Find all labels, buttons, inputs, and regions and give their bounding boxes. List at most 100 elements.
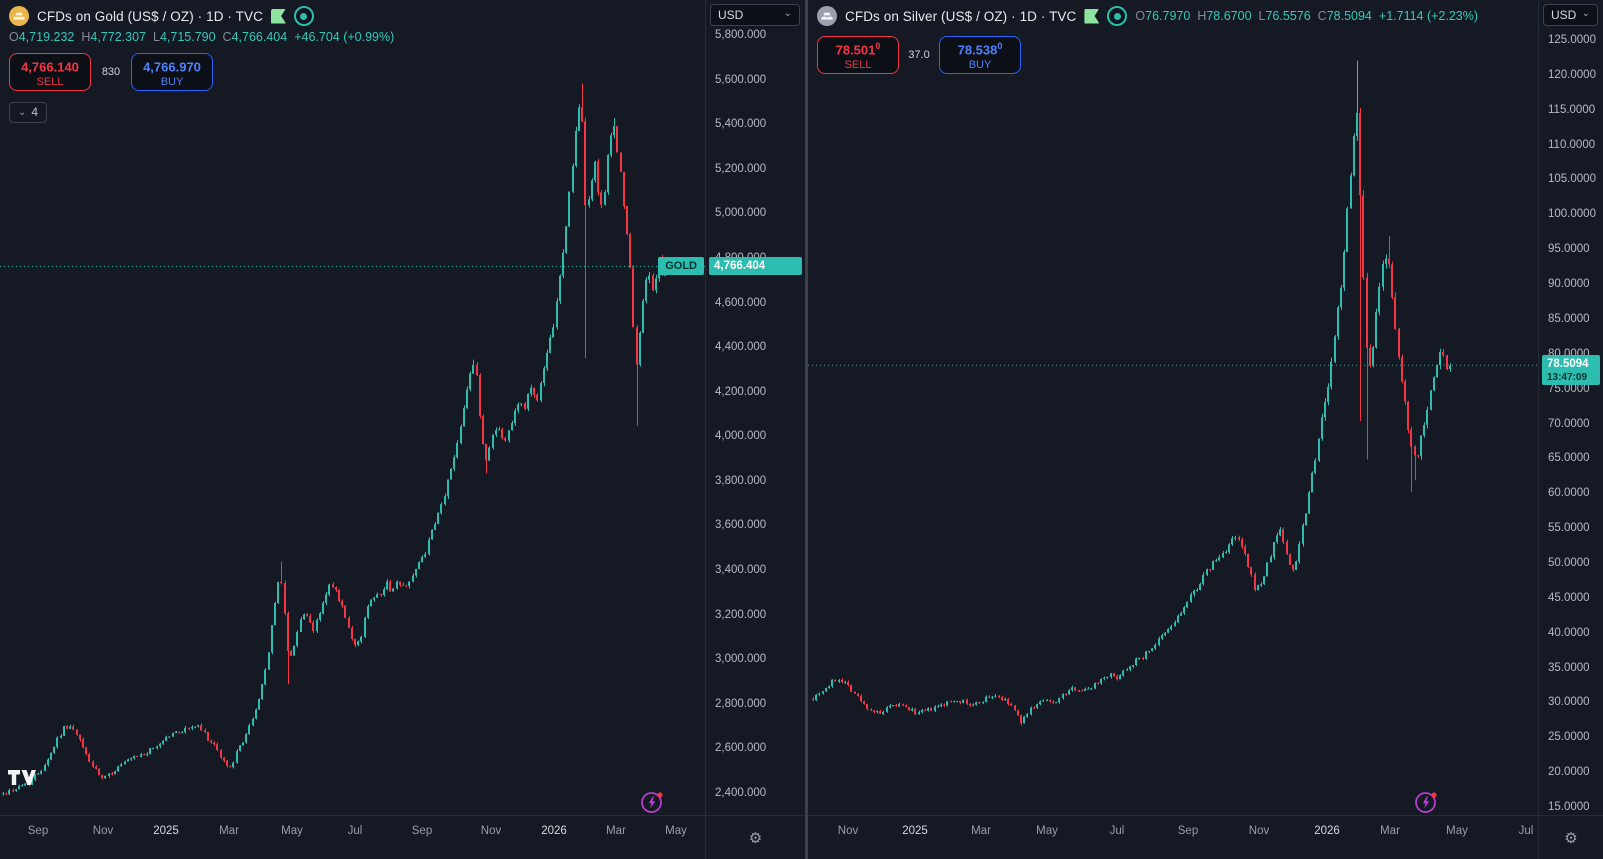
collapse-count: 4: [31, 105, 39, 119]
price-tick: 70.0000: [1548, 417, 1590, 430]
flag-icon[interactable]: [1084, 8, 1100, 24]
market-status-dot-icon[interactable]: [293, 6, 314, 26]
time-tick: Jul: [1109, 825, 1125, 837]
object-tree-collapse-button[interactable]: ⌄ 4: [9, 102, 48, 123]
ohlc-open-label: O: [1135, 9, 1146, 23]
time-tick: Nov: [92, 825, 114, 837]
gold-last-price-label: 4,766.404: [709, 257, 802, 276]
silver-candlestick-chart: [808, 60, 1538, 726]
time-tick: Mar: [1380, 825, 1400, 837]
time-tick: Jul: [347, 825, 363, 837]
time-tick: Jul: [1518, 825, 1534, 837]
silver-chart-title[interactable]: CFDs on Silver (US$ / OZ) · 1D · TVC: [845, 8, 1077, 24]
price-tick: 65.0000: [1548, 452, 1590, 465]
price-tick: 3,200.000: [715, 608, 767, 621]
chevron-down-icon: ⌄: [1581, 8, 1590, 19]
spread-value: 830: [101, 66, 121, 78]
price-tick: 120.0000: [1548, 68, 1596, 81]
price-tick: 20.0000: [1548, 766, 1590, 779]
ohlc-close-label: C: [1317, 9, 1327, 23]
price-tick: 75.0000: [1548, 382, 1590, 395]
silver-time-axis[interactable]: Nov 2025 Mar May Jul Sep Nov 2026 Mar May Jul: [808, 815, 1538, 859]
time-tick: 2025: [902, 825, 928, 837]
lightning-alert-icon[interactable]: [1414, 790, 1438, 814]
market-status-dot-icon[interactable]: [1107, 6, 1128, 26]
currency-label: USD: [1551, 8, 1577, 22]
price-tick: 3,400.000: [715, 564, 767, 577]
time-tick: 2026: [1314, 825, 1340, 837]
silver-price-axis[interactable]: USD ⌄ 78.5094 13:47:09 125.0000 120.0000 1…: [1538, 0, 1603, 815]
price-tick: 40.0000: [1548, 626, 1590, 639]
ohlc-close-label: C: [222, 30, 232, 44]
time-tick: Sep: [411, 825, 433, 837]
chevron-down-icon: ⌄: [18, 106, 27, 118]
price-tick: 2,400.000: [715, 787, 767, 799]
tradingview-logo[interactable]: [8, 769, 36, 791]
buy-button[interactable]: 78.5380 BUY: [939, 36, 1021, 74]
time-tick: Nov: [837, 825, 859, 837]
ohlc-low-label: L: [152, 30, 160, 44]
price-tick: 5,400.000: [715, 118, 767, 131]
sell-button[interactable]: 78.5010 SELL: [817, 36, 899, 74]
time-tick: May: [281, 825, 303, 837]
price-tick: 25.0000: [1548, 731, 1590, 744]
gold-time-axis[interactable]: Sep Nov 2025 Mar May Jul Sep Nov 2026 Mar May: [0, 815, 705, 859]
ohlc-close-value: 4,766.404: [231, 30, 288, 44]
lightning-alert-icon[interactable]: [640, 790, 664, 814]
price-tick: 105.0000: [1548, 173, 1596, 186]
flag-icon[interactable]: [270, 8, 286, 24]
gold-chart-panel: CFDs on Gold (US$ / OZ) · 1D · TVC O 4,71…: [0, 0, 805, 859]
bar-countdown: 13:47:09: [1547, 372, 1588, 384]
time-tick: May: [1036, 825, 1058, 837]
price-tick: 95.0000: [1548, 243, 1590, 256]
panel-divider[interactable]: [805, 0, 808, 859]
time-tick: Mar: [971, 825, 991, 837]
gold-currency-dropdown[interactable]: USD ⌄: [710, 4, 800, 26]
ohlc-close-value: 78.5094: [1326, 9, 1372, 23]
silver-axis-settings[interactable]: ⚙: [1538, 815, 1603, 859]
silver-ohlc-legend: O76.7970 H78.6700 L76.5576 C78.5094 +1.7114 …: [1135, 9, 1478, 23]
change-value: +46.704 (+0.99%): [294, 30, 395, 44]
gear-icon[interactable]: ⚙: [748, 828, 763, 847]
ohlc-high-label: H: [81, 30, 91, 44]
sell-button[interactable]: 4,766.140 SELL: [9, 53, 91, 91]
price-tick: 90.0000: [1548, 278, 1590, 291]
price-tick: 4,600.000: [715, 296, 767, 309]
ohlc-high-value: 4,772.307: [90, 30, 146, 44]
price-tick: 5,200.000: [715, 162, 767, 175]
gold-plot-area[interactable]: CFDs on Gold (US$ / OZ) · 1D · TVC O 4,71…: [0, 0, 705, 815]
price-tick: 30.0000: [1548, 696, 1590, 709]
price-tick: 4,200.000: [715, 385, 767, 398]
silver-plot-area[interactable]: CFDs on Silver (US$ / OZ) · 1D · TVC O 76…: [808, 0, 1538, 815]
change-value: +1.7114 (+2.23%): [1378, 9, 1479, 23]
time-tick: 2026: [541, 825, 567, 837]
ohlc-high-label: H: [1197, 9, 1207, 23]
price-tick: 50.0000: [1548, 556, 1590, 569]
price-tick: 15.0000: [1548, 801, 1590, 813]
gold-chart-title[interactable]: CFDs on Gold (US$ / OZ) · 1D · TVC: [37, 8, 263, 24]
time-tick: Sep: [1177, 825, 1199, 837]
ohlc-high-value: 78.6700: [1206, 9, 1252, 23]
time-tick: Nov: [1248, 825, 1270, 837]
price-tick: 115.0000: [1548, 103, 1596, 116]
price-tick: 110.0000: [1548, 138, 1596, 151]
ohlc-low-value: 76.5576: [1265, 9, 1311, 23]
chevron-down-icon: ⌄: [783, 8, 792, 19]
time-tick: Mar: [606, 825, 626, 837]
gold-ohlc-legend: O4,719.232 H4,772.307 L4,715.790 C4,766.404…: [9, 30, 394, 44]
price-tick: 2,800.000: [715, 697, 767, 710]
gold-axis-settings[interactable]: ⚙: [705, 815, 805, 859]
gold-price-axis[interactable]: USD ⌄ 4,766.404 5,800.000 5,600.000 5,400.…: [705, 0, 805, 815]
silver-currency-dropdown[interactable]: USD ⌄: [1543, 4, 1598, 26]
price-tick: 3,600.000: [715, 519, 767, 532]
gold-legend: CFDs on Gold (US$ / OZ) · 1D · TVC O 4,71…: [9, 5, 394, 123]
price-tick: 3,800.000: [715, 474, 767, 487]
ohlc-low-value: 4,715.790: [159, 30, 216, 44]
buy-button[interactable]: 4,766.970 BUY: [131, 53, 213, 91]
time-tick: Nov: [480, 825, 502, 837]
gold-price-line-symbol-tag: GOLD: [658, 257, 704, 276]
gear-icon[interactable]: ⚙: [1564, 828, 1578, 847]
silver-legend: CFDs on Silver (US$ / OZ) · 1D · TVC O 76…: [817, 5, 1478, 74]
time-tick: Sep: [27, 825, 49, 837]
ohlc-open-label: O: [9, 30, 19, 44]
